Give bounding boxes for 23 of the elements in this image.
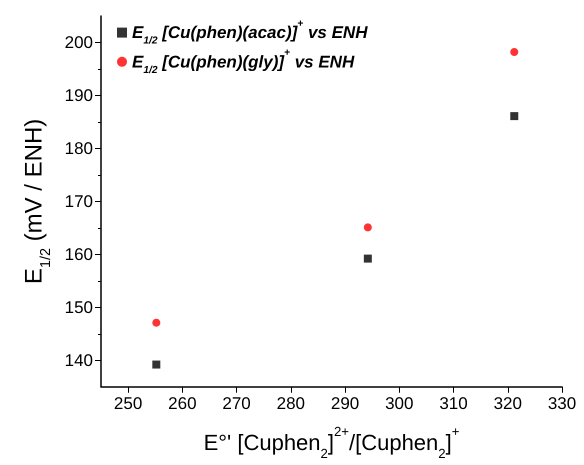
y-tick-label: 190 (64, 86, 93, 105)
y-tick-label: 200 (64, 32, 93, 52)
x-tick-label: 290 (330, 394, 360, 413)
x-tick-label: 300 (385, 394, 414, 413)
y-tick-label: 160 (64, 244, 93, 264)
x-tick-label: 310 (439, 394, 468, 413)
x-tick-label: 320 (494, 394, 522, 413)
y-tick-label: 140 (64, 350, 93, 370)
x-tick-label: 280 (276, 394, 306, 413)
point (510, 112, 518, 120)
point (152, 318, 160, 327)
point (152, 360, 160, 369)
y-tick-label: 170 (64, 192, 93, 211)
point (364, 223, 372, 232)
y-axis-title: E1/2 (mV / ENH) (20, 118, 54, 284)
y-tick-label: 180 (64, 138, 93, 158)
x-tick-label: 270 (222, 394, 251, 413)
point (510, 48, 518, 56)
x-tick-label: 250 (114, 394, 142, 413)
x-tick-label: 330 (548, 394, 576, 413)
x-tick-label: 260 (168, 394, 197, 413)
point (364, 254, 372, 263)
y-tick-label: 150 (64, 298, 93, 317)
